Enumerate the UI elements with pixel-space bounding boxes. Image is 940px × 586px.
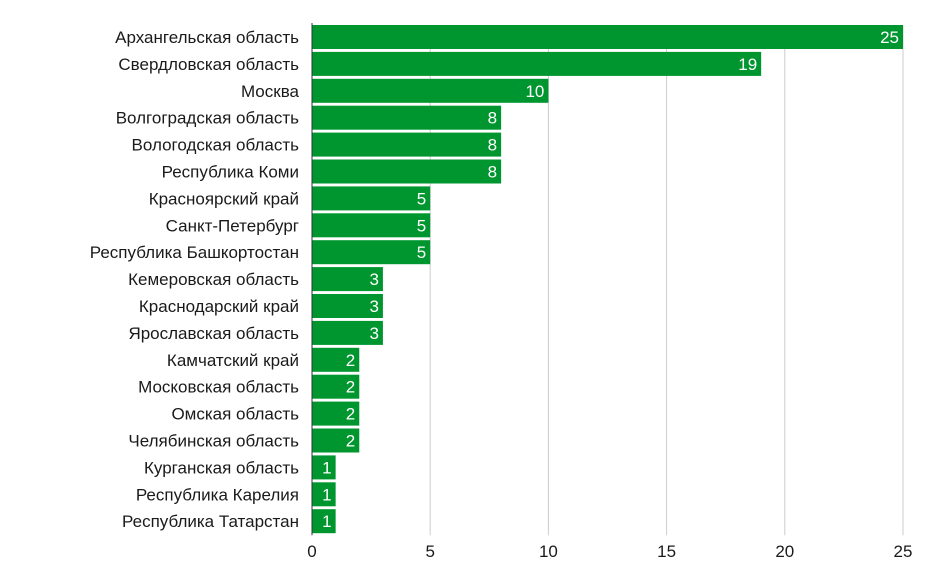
- bar-value-label: 8: [488, 136, 497, 155]
- bar: [312, 159, 502, 184]
- category-label: Волгоградская область: [116, 109, 299, 128]
- category-label: Московская область: [138, 378, 299, 397]
- bar-value-label: 8: [488, 163, 497, 182]
- bar: [312, 374, 360, 399]
- bar-value-label: 2: [346, 405, 355, 424]
- category-label: Челябинская область: [128, 432, 299, 451]
- bar: [312, 51, 762, 76]
- category-label: Республика Карелия: [136, 485, 299, 504]
- category-labels: Архангельская область Свердловская област…: [90, 28, 300, 531]
- bar-value-label: 10: [525, 82, 544, 101]
- category-label: Курганская область: [144, 458, 299, 477]
- bar-value-label: 3: [369, 270, 378, 289]
- gridlines: [429, 25, 904, 536]
- category-label: Ярославская область: [128, 324, 299, 343]
- bar-value-label: 1: [322, 458, 331, 477]
- x-tick-label: 5: [425, 542, 434, 561]
- category-label: Краснодарский край: [139, 297, 299, 316]
- category-label: Вологодская область: [132, 136, 300, 155]
- bar: [312, 509, 336, 534]
- bar: [312, 455, 336, 480]
- category-label: Свердловская область: [118, 55, 299, 74]
- bar: [312, 25, 903, 49]
- bar: [312, 320, 383, 345]
- category-label: Омская область: [171, 405, 299, 424]
- bar-value-label: 5: [417, 243, 426, 262]
- bar: [312, 186, 431, 211]
- bar-value-label: 19: [738, 55, 757, 74]
- bar-value-label: 2: [346, 351, 355, 370]
- bar: [312, 213, 431, 238]
- category-label: Республика Татарстан: [122, 512, 299, 531]
- x-axis-ticks: 0 5 10 15 20 25: [307, 542, 912, 561]
- bar: [312, 294, 383, 318]
- bar-value-label: 2: [346, 432, 355, 451]
- category-label: Красноярский край: [149, 189, 299, 208]
- x-tick-label: 15: [657, 542, 676, 561]
- category-label: Республика Башкортостан: [90, 243, 299, 262]
- bar: [312, 428, 360, 453]
- bar: [312, 482, 336, 507]
- x-tick-label: 0: [307, 542, 316, 561]
- bar: [312, 240, 431, 265]
- bar-value-label: 5: [417, 189, 426, 208]
- bar: [312, 401, 360, 426]
- bar-value-label: 5: [417, 216, 426, 235]
- x-tick-label: 20: [775, 542, 794, 561]
- bar-value-label: 1: [322, 485, 331, 504]
- category-label: Москва: [241, 82, 300, 101]
- category-label: Республика Коми: [162, 163, 299, 182]
- bar: [312, 347, 360, 372]
- category-label: Архангельская область: [115, 28, 299, 47]
- category-label: Кемеровская область: [128, 270, 299, 289]
- category-label: Камчатский край: [167, 351, 299, 370]
- x-tick-label: 25: [894, 542, 913, 561]
- bar-value-label: 1: [322, 512, 331, 531]
- bar-value-label: 2: [346, 378, 355, 397]
- bar-value-label: 25: [880, 28, 899, 47]
- bar-value-label: 3: [369, 297, 378, 316]
- bar: [312, 267, 383, 292]
- bar: [312, 132, 502, 157]
- bar: [312, 78, 549, 103]
- bar-value-label: 8: [488, 109, 497, 128]
- x-tick-label: 10: [539, 542, 558, 561]
- bar: [312, 105, 502, 130]
- category-label: Санкт-Петербург: [166, 216, 299, 235]
- bar-value-label: 3: [369, 324, 378, 343]
